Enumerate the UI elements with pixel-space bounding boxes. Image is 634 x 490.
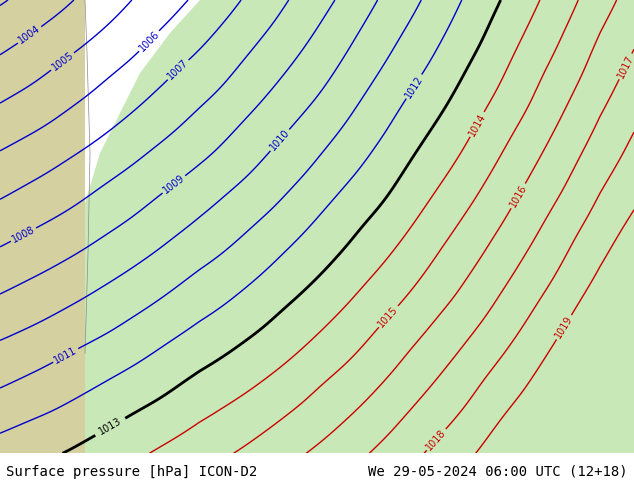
Text: 1019: 1019 [553,314,574,341]
Text: 1008: 1008 [10,224,37,245]
Text: 1017: 1017 [616,53,634,80]
Text: 1005: 1005 [49,50,75,73]
Text: 1009: 1009 [161,173,186,196]
Text: 1004: 1004 [16,24,42,46]
Text: 1014: 1014 [467,111,488,138]
Polygon shape [85,0,634,453]
Text: 1015: 1015 [377,304,400,329]
Polygon shape [0,0,85,453]
Text: We 29-05-2024 06:00 UTC (12+18): We 29-05-2024 06:00 UTC (12+18) [368,465,628,479]
Bar [500,0,634,133]
Text: 1016: 1016 [508,183,529,209]
Text: 1007: 1007 [165,58,190,82]
Text: 1010: 1010 [268,128,292,153]
Text: 1012: 1012 [403,74,425,99]
Text: 1006: 1006 [137,29,161,53]
Text: 1011: 1011 [53,345,79,366]
Text: 1013: 1013 [97,416,124,437]
Text: Surface pressure [hPa] ICON-D2: Surface pressure [hPa] ICON-D2 [6,465,257,479]
Text: 1018: 1018 [424,427,448,452]
